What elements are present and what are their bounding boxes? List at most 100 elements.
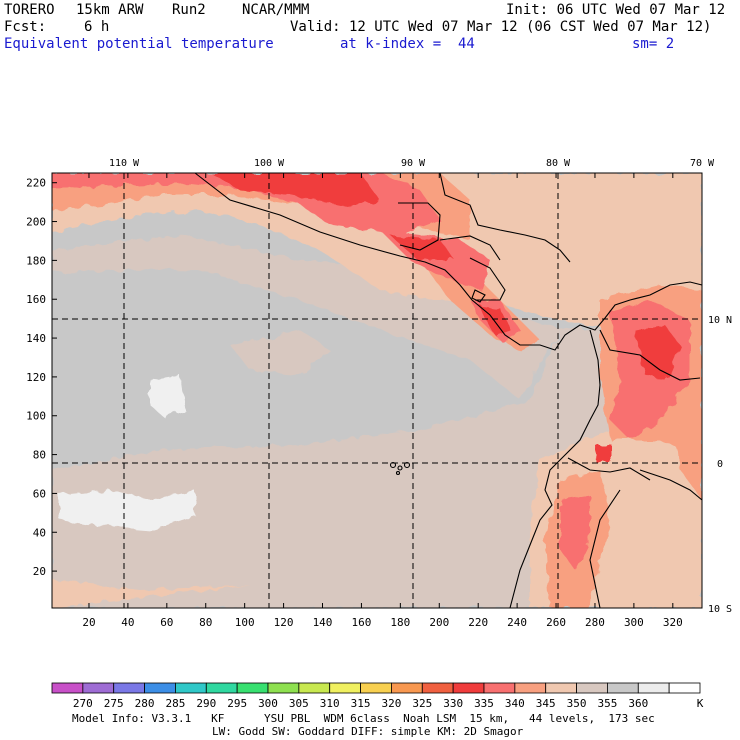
colorbar-label: 275 bbox=[104, 697, 124, 710]
latitude-label: 10 N bbox=[708, 315, 732, 326]
longitude-label: 80 W bbox=[546, 158, 571, 169]
coastline-central-america bbox=[194, 172, 703, 351]
run-label: Run2 bbox=[172, 2, 206, 18]
field-taupe-blob bbox=[230, 330, 330, 375]
colorbar-swatch bbox=[329, 682, 361, 694]
y-tick-label: 220 bbox=[26, 177, 46, 190]
x-tick-label: 140 bbox=[313, 616, 333, 629]
physics-info: LW: Godd SW: Goddard DIFF: simple KM: 2D… bbox=[212, 725, 524, 738]
longitude-label: 110 W bbox=[109, 158, 140, 169]
y-tick-label: 100 bbox=[26, 410, 46, 423]
border-andes bbox=[589, 489, 621, 609]
x-tick-label: 200 bbox=[429, 616, 449, 629]
colorbar-swatch bbox=[637, 682, 670, 694]
colorbar-label: 310 bbox=[320, 697, 340, 710]
x-tick-label: 280 bbox=[585, 616, 605, 629]
x-tick-label: 300 bbox=[624, 616, 644, 629]
field-peach-north bbox=[52, 173, 702, 330]
field-red-colombia bbox=[635, 325, 680, 380]
resolution-label: 15km ARW bbox=[76, 2, 144, 18]
y-tick-label: 140 bbox=[26, 332, 46, 345]
colorbar-label: 350 bbox=[567, 697, 587, 710]
colorbar-label: 320 bbox=[381, 697, 401, 710]
y-tick-label: 120 bbox=[26, 371, 46, 384]
colorbar-label: 355 bbox=[597, 697, 617, 710]
colorbar-label: 325 bbox=[412, 697, 432, 710]
colorbar-label: 280 bbox=[135, 697, 155, 710]
colorbar-swatch bbox=[113, 682, 145, 694]
x-tick-label: 220 bbox=[468, 616, 488, 629]
x-tick-label: 60 bbox=[160, 616, 173, 629]
x-tick-label: 100 bbox=[235, 616, 255, 629]
y-tick-label: 60 bbox=[33, 487, 46, 500]
border-ecuador-peru bbox=[567, 457, 651, 481]
y-tick-label: 80 bbox=[33, 449, 46, 462]
colorbar-swatch bbox=[144, 682, 176, 694]
colorbar-label: 270 bbox=[73, 697, 93, 710]
latitude-label: 10 S bbox=[708, 604, 732, 615]
x-tick-label: 320 bbox=[663, 616, 683, 629]
colorbar-label: 340 bbox=[505, 697, 525, 710]
colorbar-swatch bbox=[483, 682, 516, 694]
colorbar-swatch bbox=[576, 682, 608, 694]
colorbar-swatch bbox=[267, 682, 300, 694]
valid-time: Valid: 12 UTC Wed 07 Mar 12 (06 CST Wed … bbox=[290, 19, 712, 35]
colorbar-swatch bbox=[545, 682, 577, 694]
lake-nicaragua bbox=[471, 289, 486, 303]
colorbar-unit: K bbox=[697, 697, 704, 710]
field-name: Equivalent potential temperature bbox=[4, 36, 274, 52]
colorbar-swatch bbox=[607, 682, 639, 694]
colorbar-label: 300 bbox=[258, 697, 278, 710]
galapagos-4 bbox=[395, 470, 401, 476]
x-tick-label: 80 bbox=[199, 616, 212, 629]
colorbar-swatch bbox=[51, 682, 84, 694]
colorbar-label: 315 bbox=[351, 697, 371, 710]
border-peru-brazil bbox=[639, 469, 703, 501]
x-tick-label: 40 bbox=[121, 616, 134, 629]
init-time: Init: 06 UTC Wed 07 Mar 12 bbox=[506, 2, 726, 18]
longitude-label: 70 W bbox=[690, 158, 715, 169]
border-colombia bbox=[599, 329, 701, 381]
coastline-caribbean bbox=[439, 172, 571, 263]
geo-labels: 110 W 100 W 90 W 80 W 70 W 10 N 0 10 S bbox=[109, 158, 732, 615]
x-tick-label: 180 bbox=[390, 616, 410, 629]
gridlines bbox=[52, 173, 702, 608]
latitude-label: 0 bbox=[717, 459, 723, 470]
colorbar-swatch bbox=[298, 682, 331, 694]
y-tick-label: 200 bbox=[26, 216, 46, 229]
field-taupe-mid bbox=[52, 235, 560, 400]
colorbar-swatch bbox=[421, 682, 454, 694]
org-label: NCAR/MMM bbox=[242, 2, 310, 18]
colorbar-label: 330 bbox=[443, 697, 463, 710]
colorbar-swatch bbox=[236, 682, 269, 694]
y-tick-label: 160 bbox=[26, 293, 46, 306]
border-guatemala bbox=[398, 202, 441, 251]
longitude-label: 100 W bbox=[254, 158, 285, 169]
colorbar-swatch bbox=[514, 682, 547, 694]
field-red-north bbox=[210, 173, 380, 205]
field-salmon-east bbox=[670, 380, 702, 500]
colorbar-label: 295 bbox=[227, 697, 247, 710]
level-label: at k-index = 44 bbox=[340, 36, 475, 52]
x-tick-label: 240 bbox=[507, 616, 527, 629]
galapagos-2 bbox=[397, 465, 403, 471]
y-tick-label: 180 bbox=[26, 254, 46, 267]
y-tick-label: 40 bbox=[33, 526, 46, 539]
colorbar-swatch bbox=[391, 682, 423, 694]
field-layer bbox=[52, 173, 702, 608]
x-tick-label: 20 bbox=[82, 616, 95, 629]
colorbar-label: 335 bbox=[474, 697, 494, 710]
axes: 20 40 60 80 100 120 140 160 180 200 220 240 260 280 30… bbox=[26, 173, 683, 629]
forecast-hour: 6 h bbox=[84, 19, 110, 35]
x-tick-label: 160 bbox=[351, 616, 371, 629]
x-tick-label: 120 bbox=[274, 616, 294, 629]
colorbar-swatch bbox=[205, 682, 238, 694]
colorbar-swatch bbox=[668, 682, 701, 694]
forecast-label: Fcst: bbox=[4, 19, 47, 35]
plot-frame bbox=[51, 172, 703, 609]
field-red-ecuador bbox=[595, 445, 612, 462]
colorbar-label: 285 bbox=[165, 697, 185, 710]
colorbar-label: 290 bbox=[196, 697, 216, 710]
colorbar-swatch bbox=[175, 682, 207, 694]
